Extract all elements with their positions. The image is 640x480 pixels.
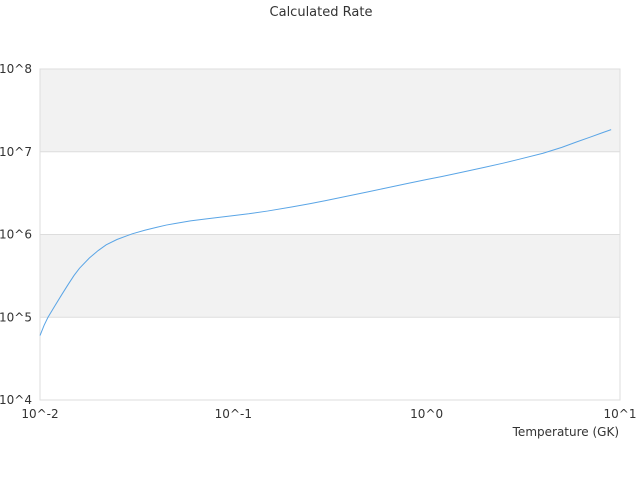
plot-area: [39, 68, 621, 401]
x-axis-ticks: 10^-2 10^-1 10^0 10^1: [21, 407, 636, 421]
plot-band: [40, 69, 620, 152]
y-tick-label: 10^8: [0, 62, 32, 76]
x-tick-label: 10^0: [410, 407, 443, 421]
y-tick-label: 10^7: [0, 145, 32, 159]
x-axis-label: Temperature (GK): [512, 425, 619, 439]
y-tick-label: 10^6: [0, 228, 32, 242]
y-axis-ticks: 10^4 10^5 10^6 10^7 10^8: [0, 62, 32, 407]
plot-bands: [40, 69, 620, 318]
rate-series-line: [39, 129, 612, 336]
chart-title: Calculated Rate: [270, 5, 373, 20]
y-tick-label: 10^4: [0, 393, 32, 407]
x-tick-label: 10^-2: [21, 407, 58, 421]
x-tick-label: 10^1: [604, 407, 637, 421]
plot-band: [40, 234, 620, 318]
x-tick-label: 10^-1: [215, 407, 252, 421]
y-tick-label: 10^5: [0, 310, 32, 324]
